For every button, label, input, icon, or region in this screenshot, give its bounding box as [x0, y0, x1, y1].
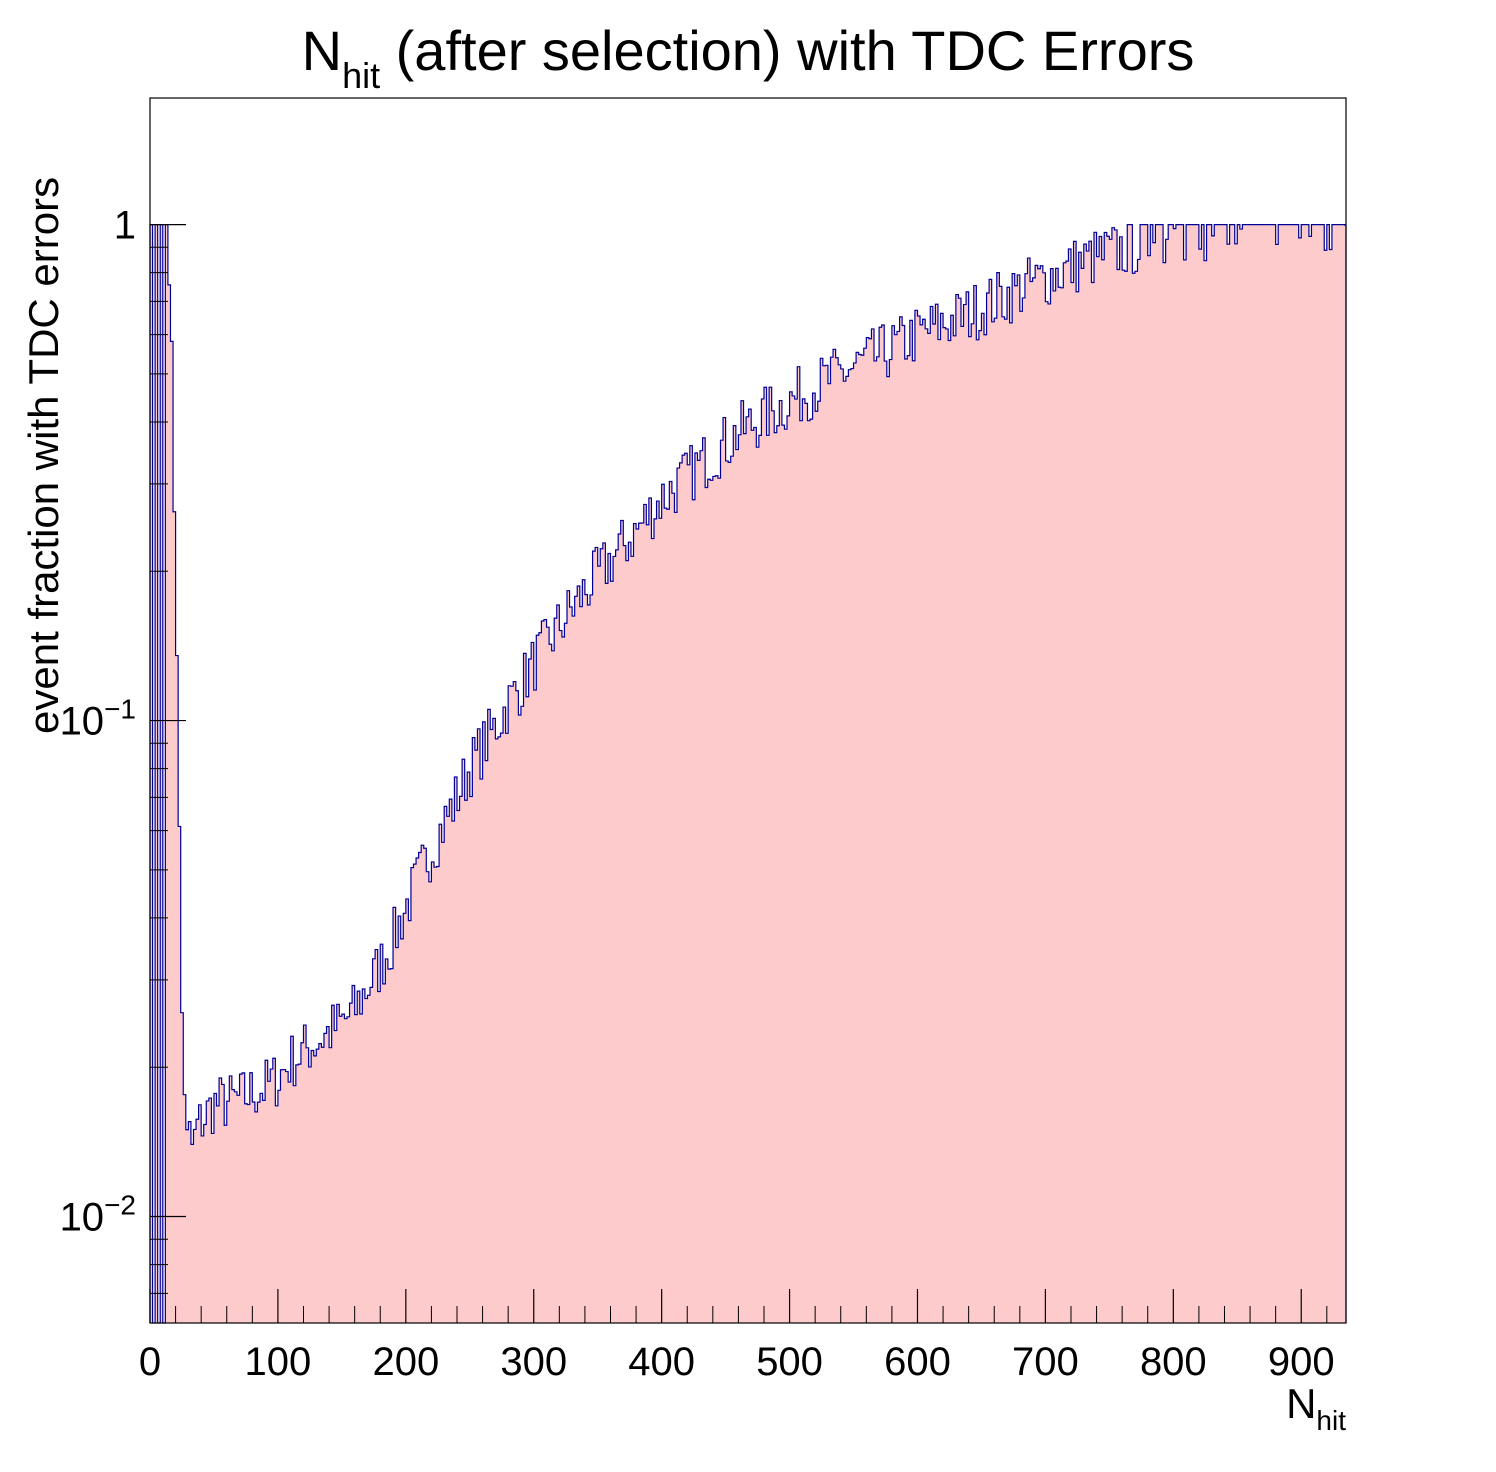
x-tick-label: 400 — [628, 1340, 695, 1384]
x-tick-label: 100 — [245, 1340, 312, 1384]
histogram-line — [149, 224, 1347, 1324]
y-tick-label: 1 — [114, 204, 136, 248]
chart-title: Nhit (after selection) with TDC Errors — [302, 19, 1195, 96]
x-axis-title-main: N — [1286, 1380, 1316, 1427]
x-tick-label: 800 — [1140, 1340, 1207, 1384]
x-axis-title-subscript: hit — [1316, 1405, 1346, 1436]
x-tick-label: 200 — [372, 1340, 439, 1384]
chart-title-main: N — [302, 19, 342, 82]
x-tick-label: 900 — [1268, 1340, 1335, 1384]
x-tick-label: 0 — [139, 1340, 161, 1384]
plot-frame — [149, 97, 1347, 1324]
histogram-fill — [150, 224, 1346, 1323]
x-tick-label: 700 — [1012, 1340, 1079, 1384]
y-tick-label: 10−1 — [60, 694, 136, 744]
y-axis: 10−2 10−1 1 — [60, 204, 186, 1294]
y-axis-title: event fraction with TDC errors — [20, 177, 67, 734]
x-axis-title: Nhit — [1286, 1380, 1346, 1436]
plot-area — [149, 224, 1347, 1324]
x-tick-label: 500 — [756, 1340, 823, 1384]
x-axis: 0 100 200 300 400 500 600 700 800 900 — [139, 1289, 1335, 1384]
x-tick-label: 600 — [884, 1340, 951, 1384]
chart-title-subscript: hit — [342, 55, 380, 96]
chart-title-rest: (after selection) with TDC Errors — [380, 19, 1194, 82]
y-tick-label: 10−2 — [60, 1190, 136, 1240]
x-tick-label: 300 — [500, 1340, 567, 1384]
